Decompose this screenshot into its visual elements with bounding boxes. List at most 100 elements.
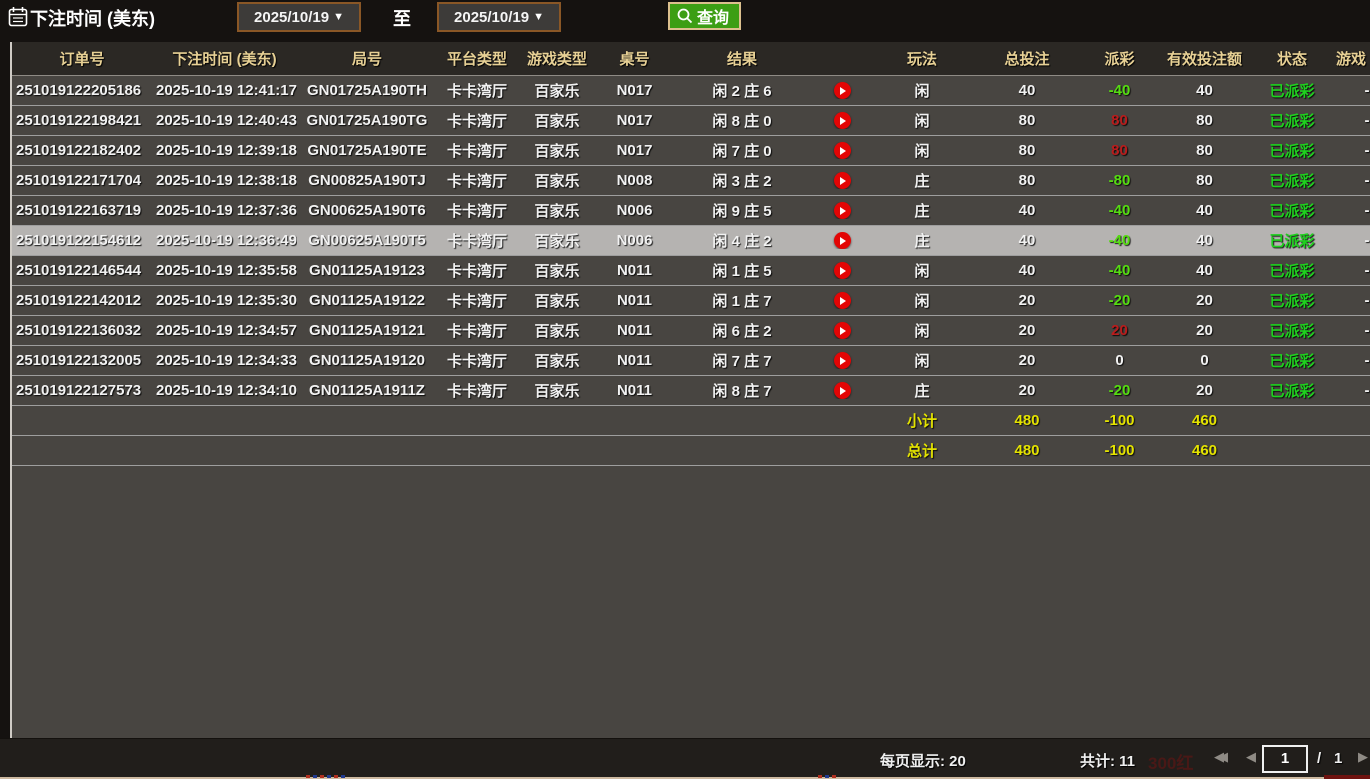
round-cell: GN01125A19120 (309, 352, 425, 369)
col-valid-bet: 有效投注额 (1166, 51, 1242, 68)
table-no-cell: N006 (616, 202, 653, 219)
table-row[interactable]: 251019122142012 2025-10-19 12:35:30 GN0112… (12, 286, 1370, 316)
replay-play-icon[interactable] (833, 112, 851, 130)
valid-bet-cell: 40 (1196, 232, 1213, 249)
platform-cell: 卡卡湾厅 (446, 143, 507, 160)
play-type-cell: 闲 (914, 323, 930, 340)
replay-play-icon[interactable] (833, 382, 851, 400)
result-cell: 闲 7 庄 0 (712, 143, 772, 160)
play-type-cell: 闲 (914, 353, 930, 370)
result-cell: 闲 1 庄 7 (712, 293, 772, 310)
table-row[interactable]: 251019122205186 2025-10-19 12:41:17 GN0172… (12, 76, 1370, 106)
search-button-label: 查询 (697, 10, 730, 27)
extra-cell: - (1364, 262, 1370, 279)
replay-play-icon[interactable] (833, 322, 851, 340)
bottom-artifact-dots (818, 775, 836, 778)
order-cell: 251019122127573 (16, 382, 142, 399)
table-no-cell: N017 (616, 112, 653, 129)
valid-bet-cell: 40 (1196, 262, 1213, 279)
replay-play-icon[interactable] (833, 82, 851, 100)
payout-cell: 20 (1111, 322, 1128, 339)
bet-time-cell: 2025-10-19 12:39:18 (156, 142, 297, 159)
col-game-type: 游戏类型 (526, 51, 587, 68)
page-separator: / (1317, 750, 1322, 767)
col-total-bet: 总投注 (1004, 51, 1050, 68)
replay-play-icon[interactable] (833, 172, 851, 190)
game-type-cell: 百家乐 (534, 353, 580, 370)
table-no-cell: N011 (616, 352, 653, 369)
col-payout: 派彩 (1104, 51, 1135, 68)
replay-play-icon[interactable] (833, 262, 851, 280)
date-to-picker[interactable]: 2025/10/19 ▼ (437, 2, 561, 32)
total-count-label: 共计: 11 (1080, 753, 1136, 770)
chevron-down-icon: ▼ (533, 11, 544, 23)
page-number-input[interactable]: 1 (1262, 745, 1308, 773)
bet-time-cell: 2025-10-19 12:36:49 (156, 232, 297, 249)
extra-cell: - (1364, 382, 1370, 399)
table-empty-area (12, 466, 1370, 739)
first-page-button[interactable]: ◀◀ (1214, 749, 1228, 764)
bet-time-cell: 2025-10-19 12:40:43 (156, 112, 297, 129)
table-row[interactable]: 251019122154612 2025-10-19 12:36:49 GN0062… (12, 226, 1370, 256)
round-cell: GN00625A190T6 (308, 202, 426, 219)
replay-play-icon[interactable] (833, 142, 851, 160)
order-cell: 251019122182402 (16, 142, 142, 159)
table-no-cell: N006 (616, 232, 653, 249)
replay-play-icon[interactable] (833, 202, 851, 220)
payout-cell: 80 (1111, 112, 1128, 129)
next-page-button[interactable]: ▶ (1358, 749, 1368, 764)
platform-cell: 卡卡湾厅 (446, 173, 507, 190)
table-row[interactable]: 251019122127573 2025-10-19 12:34:10 GN0112… (12, 376, 1370, 406)
table-row[interactable]: 251019122163719 2025-10-19 12:37:36 GN0062… (12, 196, 1370, 226)
total-bet-cell: 40 (1018, 232, 1036, 249)
col-round-number: 局号 (351, 51, 382, 68)
replay-cell (812, 142, 872, 160)
bet-records-table: 订单号 下注时间 (美东) 局号 平台类型 游戏类型 桌号 结果 玩法 总投注 … (12, 42, 1370, 466)
table-row[interactable]: 251019122132005 2025-10-19 12:34:33 GN0112… (12, 346, 1370, 376)
result-cell: 闲 8 庄 7 (712, 383, 772, 400)
replay-play-icon[interactable] (833, 292, 851, 310)
replay-cell (812, 172, 872, 190)
search-button[interactable]: 查询 (668, 2, 742, 30)
page-size-label: 每页显示: 20 (880, 753, 966, 770)
result-cell: 闲 3 庄 2 (712, 173, 772, 190)
date-from-picker[interactable]: 2025/10/19 ▼ (237, 2, 361, 32)
round-cell: GN01725A190TE (307, 142, 427, 159)
status-cell: 已派彩 (1269, 263, 1315, 280)
replay-cell (812, 112, 872, 130)
prev-page-button[interactable]: ◀ (1246, 749, 1256, 764)
play-type-cell: 闲 (914, 293, 930, 310)
order-cell: 251019122163719 (16, 202, 142, 219)
col-bet-time: 下注时间 (美东) (172, 51, 277, 68)
status-cell: 已派彩 (1269, 353, 1315, 370)
bet-time-cell: 2025-10-19 12:37:36 (156, 202, 297, 219)
ghost-overlay-text: 300红 (1148, 754, 1194, 773)
subtotal-label: 小计 (906, 413, 937, 430)
table-row[interactable]: 251019122171704 2025-10-19 12:38:18 GN0082… (12, 166, 1370, 196)
total-bet-cell: 40 (1018, 262, 1036, 279)
bet-time-cell: 2025-10-19 12:35:58 (156, 262, 297, 279)
table-row[interactable]: 251019122136032 2025-10-19 12:34:57 GN0112… (12, 316, 1370, 346)
status-cell: 已派彩 (1269, 113, 1315, 130)
extra-cell: - (1364, 202, 1370, 219)
status-cell: 已派彩 (1269, 233, 1315, 250)
table-row[interactable]: 251019122146544 2025-10-19 12:35:58 GN0112… (12, 256, 1370, 286)
play-type-cell: 闲 (914, 113, 930, 130)
round-cell: GN01125A1911Z (309, 382, 425, 399)
status-cell: 已派彩 (1269, 383, 1315, 400)
game-type-cell: 百家乐 (534, 173, 580, 190)
platform-cell: 卡卡湾厅 (446, 263, 507, 280)
table-row[interactable]: 251019122182402 2025-10-19 12:39:18 GN0172… (12, 136, 1370, 166)
col-platform-type: 平台类型 (446, 51, 507, 68)
subtotal-total-bet: 480 (1014, 412, 1040, 429)
table-row[interactable]: 251019122198421 2025-10-19 12:40:43 GN0172… (12, 106, 1370, 136)
status-cell: 已派彩 (1269, 323, 1315, 340)
replay-cell (812, 292, 872, 310)
subtotal-payout: -100 (1104, 412, 1135, 429)
table-header-row: 订单号 下注时间 (美东) 局号 平台类型 游戏类型 桌号 结果 玩法 总投注 … (12, 42, 1370, 76)
replay-play-icon[interactable] (833, 232, 851, 250)
table-no-cell: N011 (616, 322, 653, 339)
replay-play-icon[interactable] (833, 352, 851, 370)
total-bet-cell: 20 (1018, 322, 1036, 339)
